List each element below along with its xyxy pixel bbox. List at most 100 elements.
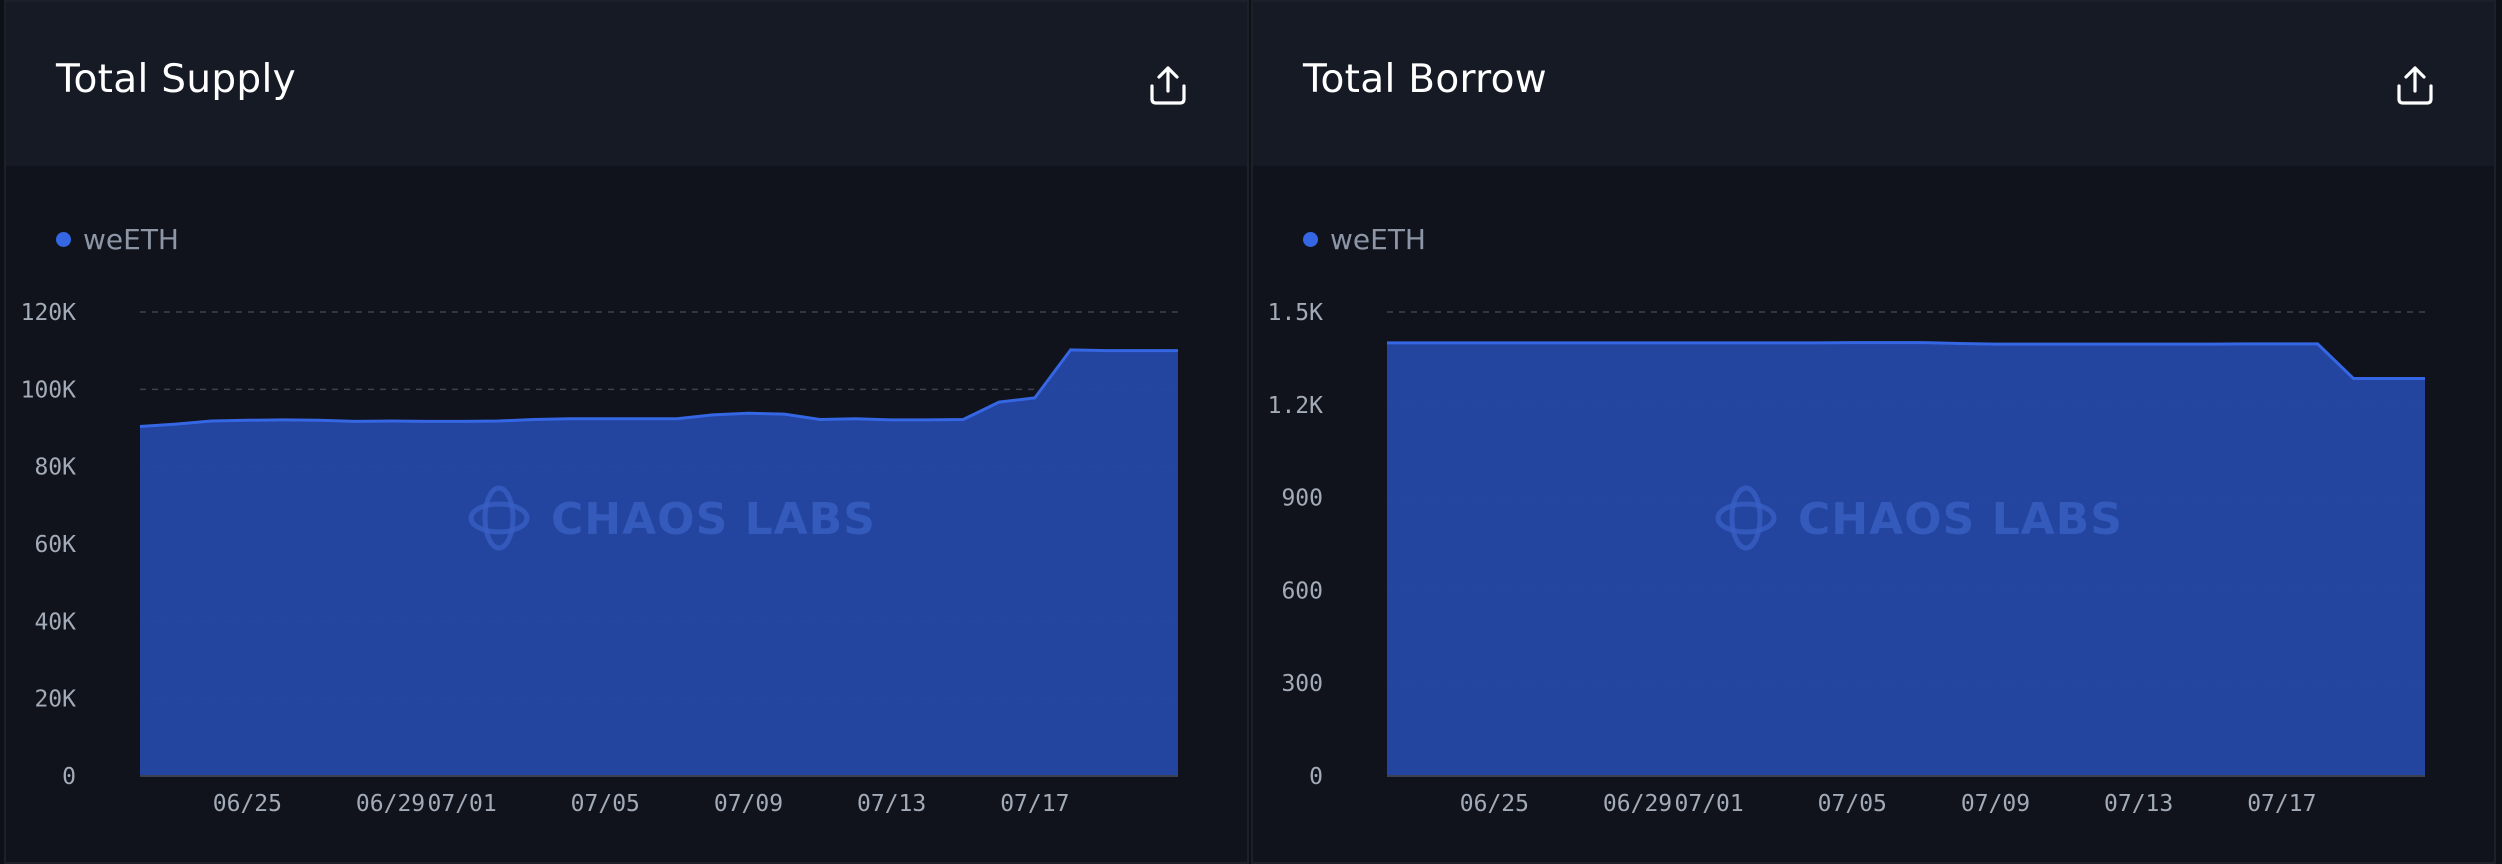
data-point[interactable] xyxy=(1813,339,1821,347)
x-tick-label: 07/01 xyxy=(428,791,497,817)
data-point[interactable] xyxy=(601,415,609,423)
data-point[interactable] xyxy=(1956,340,1964,348)
data-point[interactable] xyxy=(673,415,681,423)
data-point[interactable] xyxy=(530,415,538,423)
data-point[interactable] xyxy=(2385,375,2393,383)
data-point[interactable] xyxy=(1634,339,1642,347)
chart-legend[interactable]: weETH xyxy=(56,222,179,256)
data-point[interactable] xyxy=(1741,339,1749,347)
x-tick-label: 06/29 xyxy=(356,791,425,817)
data-point[interactable] xyxy=(136,422,144,430)
data-point[interactable] xyxy=(637,415,645,423)
data-point[interactable] xyxy=(1920,339,1928,347)
data-point[interactable] xyxy=(2063,340,2071,348)
legend-dot xyxy=(1303,231,1318,247)
data-point[interactable] xyxy=(1884,339,1892,347)
x-tick-label: 07/09 xyxy=(714,791,783,817)
data-point[interactable] xyxy=(1102,347,1110,355)
data-point[interactable] xyxy=(1526,339,1534,347)
panel-title: Total Borrow xyxy=(1303,57,1547,102)
chaos-labs-logo-icon xyxy=(1715,501,1777,535)
data-point[interactable] xyxy=(566,415,574,423)
y-tick-label: 300 xyxy=(1281,671,1323,697)
chaos-labs-logo-icon xyxy=(482,485,516,551)
data-point[interactable] xyxy=(1455,339,1463,347)
data-point[interactable] xyxy=(1598,339,1606,347)
series-area[interactable] xyxy=(1387,342,2425,776)
y-tick-label: 0 xyxy=(62,764,76,790)
export-button[interactable] xyxy=(2392,62,2438,108)
data-point[interactable] xyxy=(422,417,430,425)
data-point[interactable] xyxy=(1705,339,1713,347)
x-tick-label: 07/05 xyxy=(571,791,640,817)
total-borrow-panel: Total Borrow weETH 0 300 600 900 1.2K 1.5K CHA… xyxy=(1251,0,2496,864)
data-point[interactable] xyxy=(279,416,287,424)
data-point[interactable] xyxy=(208,417,216,425)
data-point[interactable] xyxy=(1383,339,1391,347)
data-point[interactable] xyxy=(2135,340,2143,348)
data-point[interactable] xyxy=(315,416,323,424)
series-line xyxy=(1387,341,2425,381)
legend-dot xyxy=(56,231,71,247)
y-tick-label: 20K xyxy=(34,687,76,713)
data-point[interactable] xyxy=(1031,394,1039,402)
data-point[interactable] xyxy=(780,410,788,418)
data-point[interactable] xyxy=(1138,347,1146,355)
data-point[interactable] xyxy=(2170,340,2178,348)
data-point[interactable] xyxy=(2242,340,2250,348)
share-export-icon xyxy=(1150,66,1186,105)
series-area[interactable] xyxy=(140,349,1178,776)
y-tick-label: 900 xyxy=(1281,486,1323,512)
data-point[interactable] xyxy=(2027,340,2035,348)
data-point[interactable] xyxy=(1562,339,1570,347)
data-point[interactable] xyxy=(1991,340,1999,348)
data-point[interactable] xyxy=(1174,347,1182,355)
data-point[interactable] xyxy=(959,415,967,423)
data-point[interactable] xyxy=(1848,339,1856,347)
series-line xyxy=(139,348,1178,428)
data-point[interactable] xyxy=(709,411,717,419)
x-tick-label: 07/17 xyxy=(1000,791,1069,817)
data-point[interactable] xyxy=(1067,346,1075,354)
data-point[interactable] xyxy=(816,415,824,423)
data-point[interactable] xyxy=(2421,375,2429,383)
watermark-text: CHAOS LABS xyxy=(1798,494,2123,545)
data-point[interactable] xyxy=(2314,340,2322,348)
data-point[interactable] xyxy=(744,409,752,417)
data-point[interactable] xyxy=(494,417,502,425)
x-tick-label: 07/13 xyxy=(2104,791,2173,817)
share-export-icon xyxy=(2397,66,2433,105)
x-tick-label: 06/25 xyxy=(1460,791,1529,817)
total-supply-panel: Total Supply weETH 0 20K 40K 60K 80K 100K 120K… xyxy=(4,0,1249,864)
x-tick-label: 07/01 xyxy=(1675,791,1744,817)
data-point[interactable] xyxy=(2349,375,2357,383)
x-tick-label: 07/09 xyxy=(1961,791,2030,817)
data-point[interactable] xyxy=(351,417,359,425)
data-point[interactable] xyxy=(2206,340,2214,348)
chart-legend[interactable]: weETH xyxy=(1303,222,1426,256)
data-point[interactable] xyxy=(243,416,251,424)
y-tick-label: 1.5K xyxy=(1268,300,1324,326)
data-point[interactable] xyxy=(1777,339,1785,347)
y-tick-label: 120K xyxy=(21,300,77,326)
export-button[interactable] xyxy=(1145,62,1191,108)
data-point[interactable] xyxy=(1669,339,1677,347)
data-point[interactable] xyxy=(387,417,395,425)
data-point[interactable] xyxy=(923,416,931,424)
data-point[interactable] xyxy=(2278,340,2286,348)
x-tick-label: 06/29 xyxy=(1603,791,1672,817)
data-point[interactable] xyxy=(1490,339,1498,347)
x-tick-label: 07/17 xyxy=(2247,791,2316,817)
data-point[interactable] xyxy=(888,416,896,424)
x-tick-label: 06/25 xyxy=(213,791,282,817)
data-point[interactable] xyxy=(995,398,1003,406)
data-point[interactable] xyxy=(2099,340,2107,348)
total-supply-chart[interactable]: 0 20K 40K 60K 80K 100K 120K CHAOS LABS 06/25 06/2… xyxy=(6,282,1247,842)
data-point[interactable] xyxy=(1419,339,1427,347)
y-tick-label: 100K xyxy=(21,377,77,403)
data-point[interactable] xyxy=(172,420,180,428)
data-point[interactable] xyxy=(458,417,466,425)
data-point[interactable] xyxy=(852,415,860,423)
watermark-text: CHAOS LABS xyxy=(551,494,876,545)
